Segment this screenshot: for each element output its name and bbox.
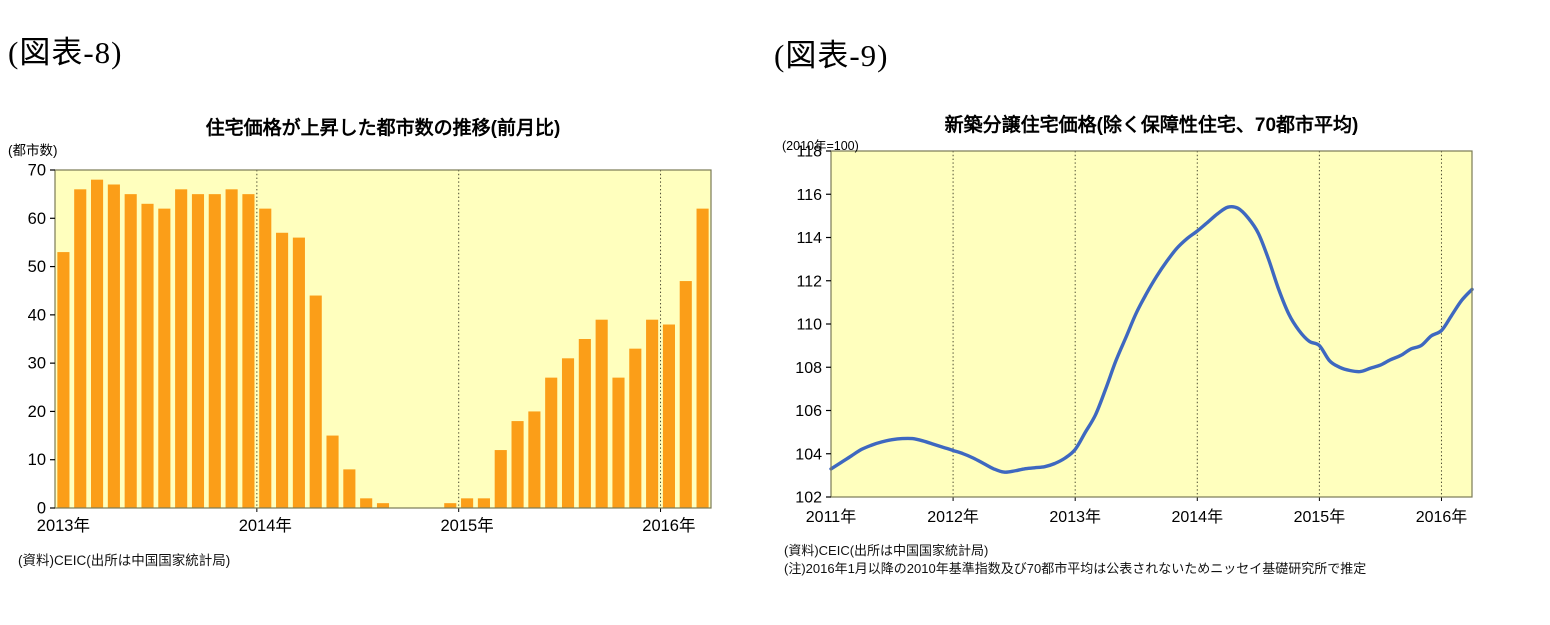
bar: [259, 208, 272, 508]
bar: [578, 339, 591, 508]
y-tick-label: 70: [28, 162, 46, 180]
figure9-note: (注)2016年1月以降の2010年基準指数及び70都市平均は公表されないためニ…: [784, 561, 1367, 576]
figure8-y-axis-unit: (都市数): [8, 143, 58, 158]
y-tick-label: 104: [795, 446, 822, 463]
bar: [629, 348, 642, 508]
bar: [646, 319, 659, 508]
bar: [276, 232, 289, 508]
x-year-label: 2014年: [239, 516, 292, 535]
bar: [57, 252, 70, 508]
y-tick-label: 116: [796, 187, 822, 204]
y-tick-label: 106: [795, 403, 822, 420]
bar: [511, 421, 524, 508]
y-tick-label: 0: [37, 500, 46, 518]
bar: [360, 498, 373, 508]
y-tick-label: 10: [28, 451, 46, 469]
figure-9: 102 104 106 108 110 112 114 116 118 2011年 2012年 201…: [770, 0, 1550, 625]
bar: [309, 295, 322, 508]
x-year-label: 2011年: [806, 508, 856, 526]
bar: [561, 358, 575, 508]
bar: [107, 184, 120, 509]
bar: [595, 319, 608, 508]
figure9-y-axis-unit: (2010年=100): [782, 139, 859, 153]
y-tick-label: 108: [795, 360, 822, 377]
figure8-heading: (図表-8): [8, 35, 123, 70]
bar: [91, 179, 104, 508]
x-year-label: 2014年: [1171, 508, 1223, 526]
bar: [326, 435, 339, 508]
y-tick-label: 20: [28, 403, 46, 421]
y-tick-label: 102: [795, 490, 822, 507]
bar: [242, 194, 255, 508]
bar: [494, 450, 507, 508]
bar: [74, 189, 87, 508]
bar: [292, 237, 305, 508]
bar: [343, 469, 356, 508]
bar-series: [57, 179, 709, 509]
x-year-label: 2013年: [1049, 508, 1101, 526]
figure-8: 0 10 20 30 40 50 60 70 2013年 2014年 2015年 2016年 (図表-…: [0, 0, 760, 625]
bar: [191, 194, 205, 508]
y-tick-label: 110: [796, 317, 822, 334]
figure8-chart-title: 住宅価格が上昇した都市数の推移(前月比): [205, 118, 561, 139]
plot-background: [831, 151, 1472, 497]
bar: [461, 498, 474, 508]
y-tick-label: 60: [28, 210, 46, 228]
bar: [175, 189, 188, 508]
bar: [612, 377, 625, 508]
x-year-label: 2016年: [1416, 508, 1468, 526]
y-tick-label: 118: [796, 144, 822, 161]
y-tick-label: 112: [796, 273, 822, 290]
price-index-line: [829, 204, 1474, 474]
x-year-label: 2012年: [927, 508, 979, 526]
y-tick-label: 40: [28, 306, 46, 324]
bar: [528, 411, 541, 508]
figure8-source: (資料)CEIC(出所は中国国家統計局): [18, 553, 231, 568]
figure9-svg: 102 104 106 108 110 112 114 116 118 2011年 2012年 201…: [795, 144, 1474, 526]
figure8-svg: 0 10 20 30 40 50 60 70 2013年 2014年 2015年 2016年: [28, 162, 712, 535]
x-year-label: 2016年: [642, 516, 695, 535]
y-tick-label: 114: [796, 230, 822, 247]
bar: [679, 281, 692, 508]
bar: [208, 194, 221, 508]
x-year-label: 2015年: [1294, 508, 1346, 526]
bar: [376, 503, 390, 508]
bar: [662, 324, 675, 508]
x-year-label: 2015年: [440, 516, 493, 535]
bar: [696, 208, 709, 508]
bar: [444, 503, 457, 508]
x-year-label: 2013年: [37, 516, 90, 535]
plot-frame: [54, 169, 712, 509]
bar: [124, 194, 137, 508]
bar: [158, 208, 171, 508]
y-tick-label: 30: [28, 355, 46, 373]
figure9-chart-title: 新築分譲住宅価格(除く保障性住宅、70都市平均): [944, 115, 1359, 136]
y-tick-label: 50: [28, 258, 46, 276]
bar: [141, 203, 154, 509]
figure9-source: (資料)CEIC(出所は中国国家統計局): [784, 543, 989, 558]
figure9-heading: (図表-9): [774, 38, 889, 73]
bar: [545, 377, 558, 508]
bar: [225, 189, 238, 508]
bar: [477, 498, 490, 508]
